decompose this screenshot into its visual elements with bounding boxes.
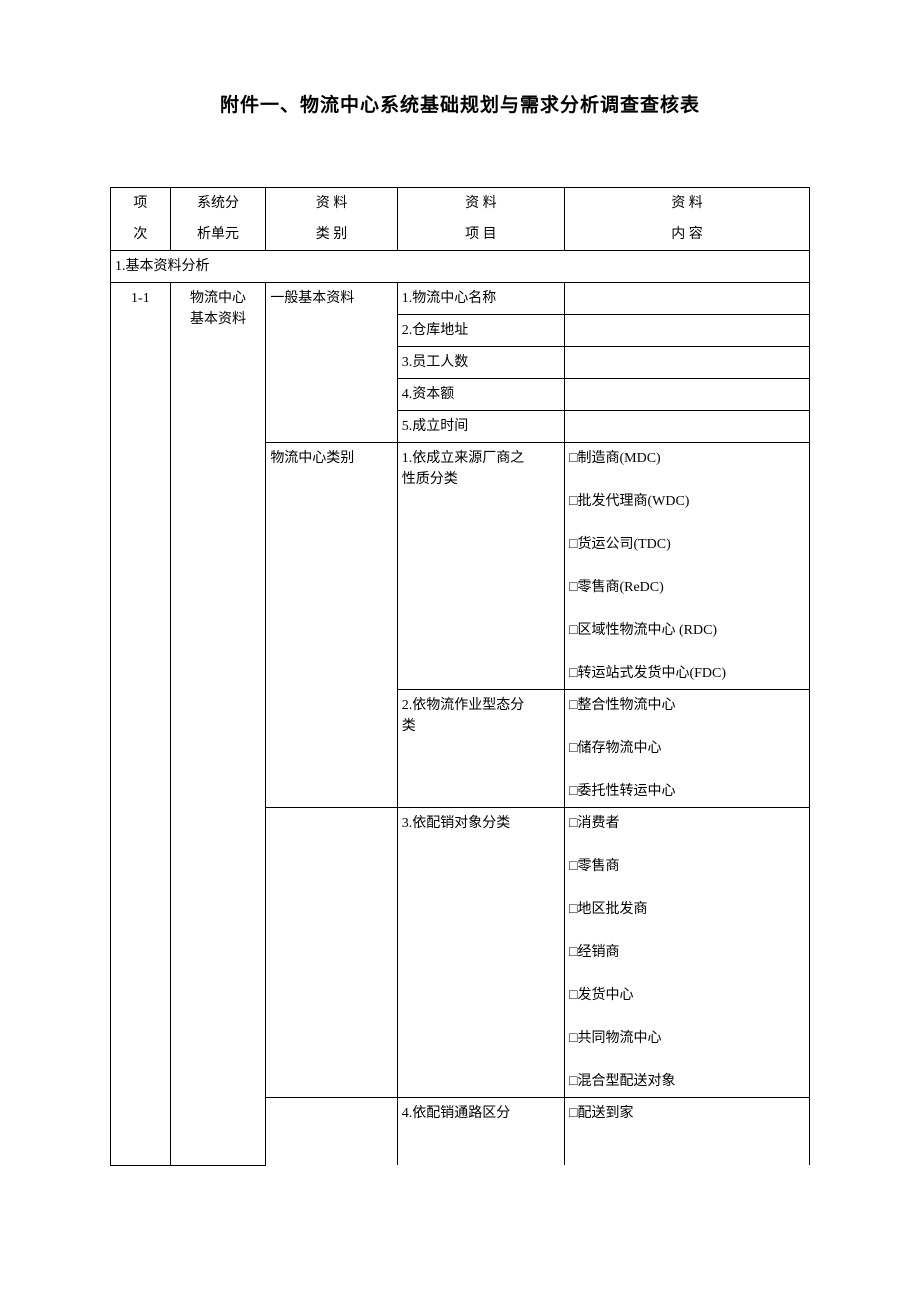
q3-label: 3.依配销对象分类 xyxy=(397,808,564,1098)
table-header-top: 项 系统分 资 料 资 料 资 料 xyxy=(111,188,810,220)
checkbox-option: □零售商(ReDC) xyxy=(569,577,805,598)
checkbox-option: □混合型配送对象 xyxy=(569,1071,805,1092)
unit-line2: 基本资料 xyxy=(190,312,246,327)
item-1-5: 5.成立时间 xyxy=(397,411,564,443)
checkbox-option: □零售商 xyxy=(569,856,805,877)
q2-options: □整合性物流中心 □储存物流中心 □委托性转运中心 xyxy=(565,690,810,808)
table-row: 1-1 物流中心 基本资料 一般基本资料 1.物流中心名称 xyxy=(111,283,810,315)
hdr-c5-bot: 内 容 xyxy=(565,219,810,251)
q1-label: 1.依成立来源厂商之 性质分类 xyxy=(397,443,564,690)
table-header-bot: 次 析单元 类 别 项 目 内 容 xyxy=(111,219,810,251)
content-1-3 xyxy=(565,347,810,379)
checkbox-option: □共同物流中心 xyxy=(569,1028,805,1049)
hdr-c4-top: 资 料 xyxy=(397,188,564,220)
cell-cat-blank-1 xyxy=(266,808,397,1098)
section-1-row: 1.基本资料分析 xyxy=(111,251,810,283)
checkbox-option: □储存物流中心 xyxy=(569,738,805,759)
cell-cat1: 一般基本资料 xyxy=(266,283,397,443)
q4-label: 4.依配销通路区分 xyxy=(397,1098,564,1166)
checkbox-option: □委托性转运中心 xyxy=(569,781,805,802)
cell-unit-1-1: 物流中心 基本资料 xyxy=(170,283,266,1166)
item-1-1: 1.物流中心名称 xyxy=(397,283,564,315)
q3-options: □消费者 □零售商 □地区批发商 □经销商 □发货中心 □共同物流中心 □混合型… xyxy=(565,808,810,1098)
section-1-label: 1.基本资料分析 xyxy=(111,251,810,283)
q1-label-l1: 1.依成立来源厂商之 xyxy=(402,451,525,466)
hdr-c5-top: 资 料 xyxy=(565,188,810,220)
hdr-c2-bot: 析单元 xyxy=(170,219,266,251)
q4-options: □配送到家 xyxy=(565,1098,810,1166)
q2-label-l1: 2.依物流作业型态分 xyxy=(402,698,525,713)
cell-cat2: 物流中心类别 xyxy=(266,443,397,808)
hdr-c3-bot: 类 别 xyxy=(266,219,397,251)
q2-label-l2: 类 xyxy=(402,719,416,734)
hdr-c2-top: 系统分 xyxy=(170,188,266,220)
unit-line1: 物流中心 xyxy=(190,291,246,306)
item-1-2: 2.仓库地址 xyxy=(397,315,564,347)
item-1-3: 3.员工人数 xyxy=(397,347,564,379)
checkbox-option: □整合性物流中心 xyxy=(569,695,805,716)
checkbox-option: □发货中心 xyxy=(569,985,805,1006)
content-1-4 xyxy=(565,379,810,411)
checkbox-option: □转运站式发货中心(FDC) xyxy=(569,663,805,684)
survey-table: 项 系统分 资 料 资 料 资 料 次 析单元 类 别 项 目 内 容 1.基本… xyxy=(110,187,810,1166)
hdr-c1-bot: 次 xyxy=(111,219,171,251)
checkbox-option: □地区批发商 xyxy=(569,899,805,920)
checkbox-option: □批发代理商(WDC) xyxy=(569,491,805,512)
q1-options: □制造商(MDC) □批发代理商(WDC) □货运公司(TDC) □零售商(Re… xyxy=(565,443,810,690)
content-1-5 xyxy=(565,411,810,443)
checkbox-option: □制造商(MDC) xyxy=(569,448,805,469)
content-1-2 xyxy=(565,315,810,347)
checkbox-option: □区域性物流中心 (RDC) xyxy=(569,620,805,641)
cell-num-1-1: 1-1 xyxy=(111,283,171,1166)
hdr-c4-bot: 项 目 xyxy=(397,219,564,251)
hdr-c3-top: 资 料 xyxy=(266,188,397,220)
cell-cat-blank-2 xyxy=(266,1098,397,1166)
q1-label-l2: 性质分类 xyxy=(402,472,458,487)
checkbox-option: □配送到家 xyxy=(569,1103,805,1124)
hdr-c1-top: 项 xyxy=(111,188,171,220)
checkbox-option: □货运公司(TDC) xyxy=(569,534,805,555)
checkbox-option: □消费者 xyxy=(569,813,805,834)
item-1-4: 4.资本额 xyxy=(397,379,564,411)
q2-label: 2.依物流作业型态分 类 xyxy=(397,690,564,808)
page-title: 附件一、物流中心系统基础规划与需求分析调查查核表 xyxy=(0,90,920,117)
checkbox-option: □经销商 xyxy=(569,942,805,963)
content-1-1 xyxy=(565,283,810,315)
